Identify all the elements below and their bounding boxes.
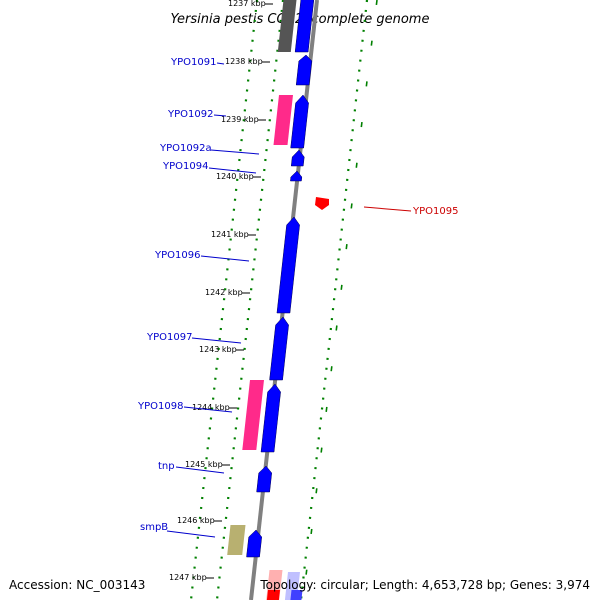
gene-leader-line	[208, 167, 257, 174]
cds-arrow-ypo1096	[276, 216, 300, 314]
gene-label[interactable]: tnp	[158, 461, 175, 472]
tick-layer: 1237 kbp 1238 kbp 1239 kbp 1240 kbp 1241 kbp…	[169, 0, 273, 582]
pink-feature-box-1	[273, 95, 293, 145]
gene-leader-line	[183, 406, 233, 413]
tick-label: 1247 kbp	[169, 573, 207, 582]
genome-summary-text: Topology: circular; Length: 4,653,728 bp…	[260, 578, 590, 592]
faded-blue-feature-2	[290, 590, 303, 600]
khaki-feature-box	[227, 525, 246, 555]
cds-arrow-ypo1092a	[290, 149, 305, 167]
gene-label[interactable]: YPO1098	[137, 401, 183, 412]
gene-label[interactable]: smpB	[140, 522, 168, 533]
outer-dotted-ring	[299, 0, 369, 600]
tick-label: 1243 kbp	[199, 345, 237, 354]
tick-label: 1237 kbp	[228, 0, 266, 8]
gene-leader-line	[210, 149, 260, 155]
cds-arrow-ypo1097	[269, 316, 289, 381]
tick-label: 1241 kbp	[211, 230, 249, 239]
pink-feature-box-2	[242, 380, 264, 450]
cds-arrow-ypo1098	[260, 383, 281, 453]
gene-label[interactable]: YPO1092	[167, 109, 213, 120]
gene-label[interactable]: YPO1097	[146, 332, 192, 343]
tick-label: 1246 kbp	[177, 516, 215, 525]
tick-label: 1242 kbp	[205, 288, 243, 297]
gene-label[interactable]: YPO1091	[170, 57, 216, 68]
tick-label: 1239 kbp	[221, 115, 259, 124]
tick-label: 1240 kbp	[216, 172, 254, 181]
faded-red-feature	[266, 590, 280, 600]
gene-leader-line	[200, 255, 250, 262]
gene-label-layer: YPO1091 YPO1092 YPO1092a YPO1094 YPO1095 YPO1…	[137, 57, 458, 538]
cds-arrow-ypo1091	[295, 54, 313, 86]
gene-leader-line	[166, 530, 216, 538]
accession-text: Accession: NC_003143	[9, 578, 146, 592]
gene-label[interactable]: YPO1094	[162, 161, 208, 172]
cds-arrow-ypo1095	[315, 197, 329, 210]
cds-arrow-ypo1094	[290, 170, 303, 182]
cds-arrow-tnp	[256, 465, 272, 493]
gene-leader-line	[363, 206, 412, 212]
inner-dotted-ring-2	[189, 0, 259, 600]
gene-label[interactable]: YPO1096	[154, 250, 200, 261]
outer-dashed-ring	[302, 0, 378, 600]
inner-dotted-ring	[215, 0, 285, 600]
feature-layer	[227, 0, 329, 600]
tick-label: 1244 kbp	[192, 403, 230, 412]
gene-leader-line	[191, 337, 242, 344]
gene-label[interactable]: YPO1092a	[159, 143, 212, 154]
tick-label: 1238 kbp	[225, 57, 263, 66]
tick-label: 1245 kbp	[185, 460, 223, 469]
gene-leader-line	[216, 62, 225, 65]
cds-arrow-ypo1090	[294, 0, 315, 53]
cds-arrow-ypo1092	[290, 94, 309, 149]
gene-leader-line	[213, 114, 227, 117]
gray-feature-box	[277, 0, 297, 52]
gene-label[interactable]: YPO1095	[412, 206, 458, 217]
gene-leader-line	[175, 466, 225, 474]
cds-arrow-smpb	[246, 529, 262, 558]
